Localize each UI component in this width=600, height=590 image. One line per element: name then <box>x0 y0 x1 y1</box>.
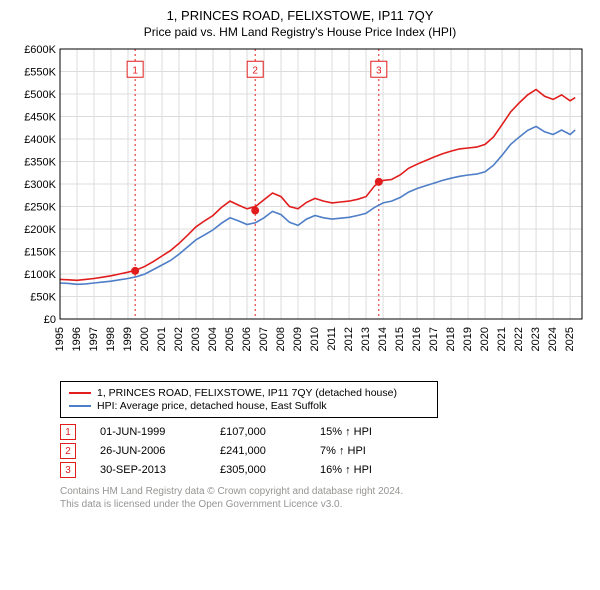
svg-text:£450K: £450K <box>24 112 56 124</box>
event-id-box: 3 <box>60 462 76 478</box>
chart-container: £0 £50K £100K £150K £200K £250K £300K £350K £400… <box>12 45 588 375</box>
attribution-line: Contains HM Land Registry data © Crown c… <box>60 486 560 499</box>
svg-text:2021: 2021 <box>496 327 508 351</box>
svg-text:3: 3 <box>376 65 382 76</box>
svg-text:2019: 2019 <box>462 327 474 351</box>
event-id-box: 1 <box>60 424 76 440</box>
event-row: 3 30-SEP-2013£305,00016% ↑ HPI <box>60 462 588 478</box>
svg-text:£400K: £400K <box>24 134 56 146</box>
event-pct: 15% ↑ HPI <box>320 426 440 438</box>
svg-text:2002: 2002 <box>173 327 185 351</box>
legend-swatch-hpi <box>69 405 91 407</box>
svg-text:2025: 2025 <box>564 327 576 351</box>
event-date: 01-JUN-1999 <box>100 426 220 438</box>
svg-text:2022: 2022 <box>513 327 525 351</box>
event-table: 1 01-JUN-1999£107,00015% ↑ HPI 2 26-JUN-200… <box>60 424 588 478</box>
svg-text:£200K: £200K <box>24 224 56 236</box>
legend-swatch-property <box>69 392 91 394</box>
event-row: 1 01-JUN-1999£107,00015% ↑ HPI <box>60 424 588 440</box>
event-price: £305,000 <box>220 464 320 476</box>
svg-text:2020: 2020 <box>479 327 491 351</box>
event-pct: 16% ↑ HPI <box>320 464 440 476</box>
legend-label: HPI: Average price, detached house, East… <box>97 400 327 412</box>
svg-text:1995: 1995 <box>54 327 66 351</box>
chart-subtitle: Price paid vs. HM Land Registry's House … <box>12 25 588 39</box>
price-chart: £0 £50K £100K £150K £200K £250K £300K £350K £400… <box>12 45 588 375</box>
svg-text:2008: 2008 <box>275 327 287 351</box>
attribution: Contains HM Land Registry data © Crown c… <box>60 486 560 511</box>
svg-text:£500K: £500K <box>24 89 56 101</box>
event-id-box: 2 <box>60 443 76 459</box>
svg-text:1998: 1998 <box>105 327 117 351</box>
svg-text:£0: £0 <box>44 314 56 326</box>
svg-text:2018: 2018 <box>445 327 457 351</box>
svg-text:1999: 1999 <box>122 327 134 351</box>
svg-text:£150K: £150K <box>24 247 56 259</box>
event-row: 2 26-JUN-2006£241,0007% ↑ HPI <box>60 443 588 459</box>
svg-text:2012: 2012 <box>343 327 355 351</box>
svg-text:£550K: £550K <box>24 67 56 79</box>
svg-text:2003: 2003 <box>190 327 202 351</box>
svg-text:£50K: £50K <box>30 292 56 304</box>
svg-text:2017: 2017 <box>428 327 440 351</box>
chart-title: 1, PRINCES ROAD, FELIXSTOWE, IP11 7QY <box>12 8 588 23</box>
svg-text:2007: 2007 <box>258 327 270 351</box>
svg-text:£250K: £250K <box>24 202 56 214</box>
event-date: 26-JUN-2006 <box>100 445 220 457</box>
svg-text:2000: 2000 <box>139 327 151 351</box>
svg-text:2010: 2010 <box>309 327 321 351</box>
svg-text:2001: 2001 <box>156 327 168 351</box>
svg-text:2009: 2009 <box>292 327 304 351</box>
svg-text:2023: 2023 <box>530 327 542 351</box>
legend-item: 1, PRINCES ROAD, FELIXSTOWE, IP11 7QY (d… <box>69 387 429 399</box>
attribution-line: This data is licensed under the Open Gov… <box>60 499 560 512</box>
svg-text:1996: 1996 <box>71 327 83 351</box>
event-date: 30-SEP-2013 <box>100 464 220 476</box>
svg-text:2006: 2006 <box>241 327 253 351</box>
svg-text:2005: 2005 <box>224 327 236 351</box>
svg-text:2013: 2013 <box>360 327 372 351</box>
svg-text:2024: 2024 <box>547 327 559 351</box>
svg-text:2014: 2014 <box>377 327 389 351</box>
svg-text:£350K: £350K <box>24 157 56 169</box>
event-price: £241,000 <box>220 445 320 457</box>
svg-text:1997: 1997 <box>88 327 100 351</box>
svg-text:2011: 2011 <box>326 327 338 351</box>
legend-label: 1, PRINCES ROAD, FELIXSTOWE, IP11 7QY (d… <box>97 387 397 399</box>
svg-text:2016: 2016 <box>411 327 423 351</box>
svg-text:£300K: £300K <box>24 179 56 191</box>
event-pct: 7% ↑ HPI <box>320 445 440 457</box>
legend: 1, PRINCES ROAD, FELIXSTOWE, IP11 7QY (d… <box>60 381 438 418</box>
event-price: £107,000 <box>220 426 320 438</box>
svg-text:2015: 2015 <box>394 327 406 351</box>
svg-text:2: 2 <box>252 65 258 76</box>
svg-text:£100K: £100K <box>24 269 56 281</box>
svg-text:2004: 2004 <box>207 327 219 351</box>
svg-text:£600K: £600K <box>24 45 56 56</box>
legend-item: HPI: Average price, detached house, East… <box>69 400 429 412</box>
svg-text:1: 1 <box>132 65 138 76</box>
